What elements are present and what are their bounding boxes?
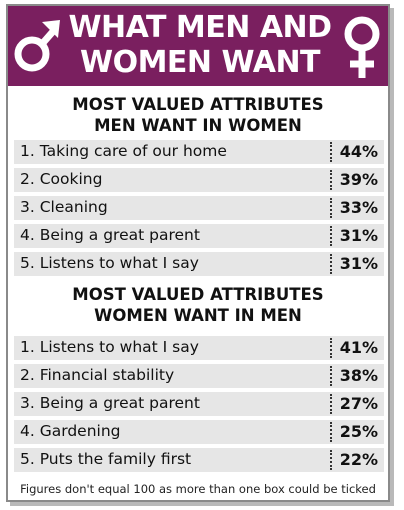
item-percent: 41% (339, 338, 378, 357)
item-percent: 22% (339, 450, 378, 469)
list-item: 1. Listens to what I say 41% (14, 336, 384, 360)
dotted-divider (330, 170, 332, 190)
men-list: 1. Taking care of our home 44% 2. Cookin… (14, 140, 384, 280)
dotted-divider (330, 226, 332, 246)
women-section-title-line-2: WOMEN WANT IN MEN (94, 306, 302, 325)
women-list: 1. Listens to what I say 41% 2. Financia… (14, 336, 384, 476)
title-line-1: WHAT MEN AND (68, 10, 332, 45)
item-label: 2. Cooking (20, 170, 103, 188)
dotted-divider (330, 254, 332, 274)
men-section-title: MOST VALUED ATTRIBUTES MEN WANT IN WOMEN (8, 94, 388, 136)
item-percent: 44% (339, 142, 378, 161)
dotted-divider (330, 366, 332, 386)
female-symbol-icon (344, 16, 380, 78)
item-percent: 33% (339, 198, 378, 217)
item-percent: 31% (339, 254, 378, 273)
item-label: 3. Cleaning (20, 198, 108, 216)
item-percent: 39% (339, 170, 378, 189)
list-item: 1. Taking care of our home 44% (14, 140, 384, 164)
item-percent: 31% (339, 226, 378, 245)
dotted-divider (330, 422, 332, 442)
item-label: 3. Being a great parent (20, 394, 200, 412)
dotted-divider (330, 338, 332, 358)
list-item: 2. Financial stability 38% (14, 364, 384, 388)
title-line-2: WOMEN WANT (79, 45, 321, 80)
list-item: 4. Being a great parent 31% (14, 224, 384, 248)
dotted-divider (330, 198, 332, 218)
dotted-divider (330, 142, 332, 162)
women-section-title: MOST VALUED ATTRIBUTES WOMEN WANT IN MEN (8, 284, 388, 326)
item-percent: 25% (339, 422, 378, 441)
item-label: 4. Gardening (20, 422, 121, 440)
infographic-card: WHAT MEN AND WOMEN WANT MOST VALUED ATTR… (6, 4, 390, 502)
dotted-divider (330, 450, 332, 470)
list-item: 3. Being a great parent 27% (14, 392, 384, 416)
men-section-title-line-2: MEN WANT IN WOMEN (94, 116, 302, 135)
header-banner: WHAT MEN AND WOMEN WANT (8, 6, 388, 86)
list-item: 3. Cleaning 33% (14, 196, 384, 220)
list-item: 4. Gardening 25% (14, 420, 384, 444)
women-section-title-line-1: MOST VALUED ATTRIBUTES (72, 285, 324, 304)
list-item: 2. Cooking 39% (14, 168, 384, 192)
item-percent: 38% (339, 366, 378, 385)
item-label: 1. Taking care of our home (20, 142, 227, 160)
list-item: 5. Listens to what I say 31% (14, 252, 384, 276)
male-symbol-icon (14, 20, 60, 72)
item-label: 1. Listens to what I say (20, 338, 199, 356)
page-title: WHAT MEN AND WOMEN WANT (60, 10, 340, 80)
men-section-title-line-1: MOST VALUED ATTRIBUTES (72, 95, 324, 114)
dotted-divider (330, 394, 332, 414)
item-label: 5. Puts the family first (20, 450, 192, 468)
item-label: 2. Financial stability (20, 366, 175, 384)
item-percent: 27% (339, 394, 378, 413)
item-label: 4. Being a great parent (20, 226, 200, 244)
list-item: 5. Puts the family first 22% (14, 448, 384, 472)
footnote: Figures don't equal 100 as more than one… (20, 482, 376, 496)
item-label: 5. Listens to what I say (20, 254, 199, 272)
